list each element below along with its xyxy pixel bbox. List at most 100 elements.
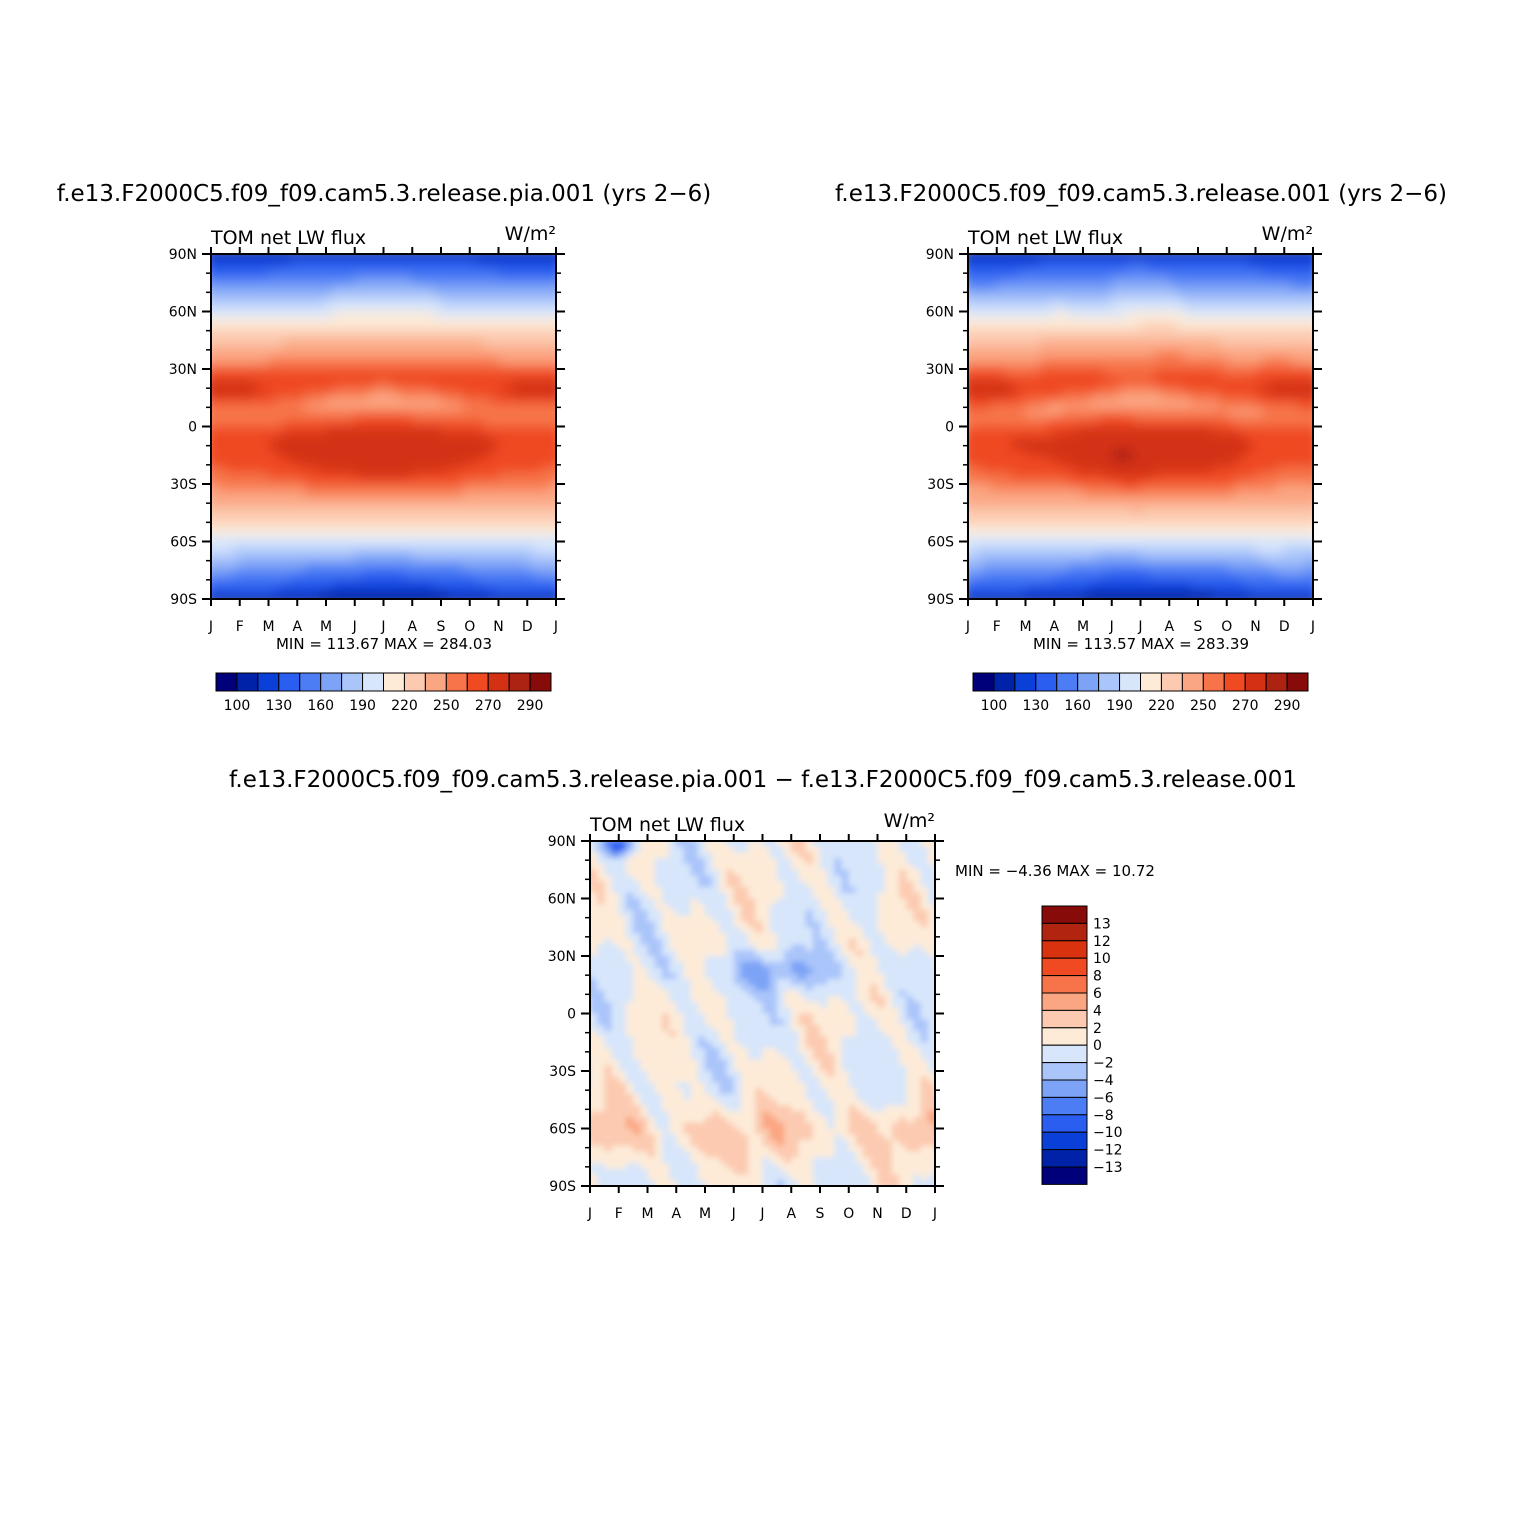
field-cell — [462, 265, 471, 273]
field-cell — [397, 259, 406, 267]
field-cell — [275, 311, 284, 319]
field-cell — [975, 558, 984, 566]
field-cell — [1075, 432, 1084, 439]
field-cell — [1003, 351, 1012, 359]
field-cell — [1104, 455, 1113, 462]
field-cell — [1090, 541, 1099, 549]
field-cell — [484, 277, 493, 284]
field-cell — [326, 282, 334, 290]
field-cell — [975, 535, 984, 543]
field-cell — [448, 570, 457, 577]
field-cell — [1025, 259, 1034, 267]
field-cell — [441, 587, 449, 595]
field-cell — [989, 403, 998, 411]
field-cell — [527, 415, 536, 422]
field-cell — [1154, 489, 1163, 497]
field-cell — [232, 553, 241, 560]
field-cell — [433, 311, 442, 319]
field-cell — [433, 317, 442, 324]
field-cell — [390, 576, 399, 583]
field-cell — [484, 415, 493, 422]
field-cell — [383, 397, 392, 405]
field-cell — [376, 564, 385, 572]
field-cell — [211, 495, 219, 503]
field-cell — [340, 340, 349, 347]
field-cell — [297, 484, 306, 491]
field-cell — [383, 478, 392, 485]
field-cell — [239, 415, 248, 422]
field-cell — [527, 380, 536, 388]
field-cell — [232, 409, 241, 416]
field-cell — [405, 587, 414, 595]
field-cell — [1003, 507, 1012, 514]
field-cell — [1133, 443, 1142, 451]
field-cell — [419, 512, 428, 520]
field-cell — [304, 357, 313, 365]
field-cell — [996, 328, 1005, 336]
field-cell — [268, 535, 277, 543]
field-cell — [412, 558, 421, 566]
field-cell — [361, 392, 370, 399]
field-cell — [1039, 409, 1048, 416]
field-cell — [1054, 484, 1063, 491]
field-cell — [225, 415, 234, 422]
field-cell — [347, 403, 356, 411]
field-cell — [1162, 466, 1171, 474]
field-cell — [548, 593, 556, 599]
field-cell — [455, 277, 464, 284]
field-cell — [426, 317, 435, 324]
field-cell — [1061, 254, 1070, 261]
field-cell — [239, 277, 248, 284]
field-cell — [484, 581, 493, 589]
field-cell — [275, 438, 284, 445]
field-cell — [1018, 570, 1027, 577]
field-cell — [326, 374, 334, 382]
field-cell — [239, 305, 248, 313]
field-cell — [1154, 518, 1163, 526]
field-cell — [354, 300, 363, 307]
field-cell — [261, 432, 270, 439]
field-cell — [1018, 547, 1027, 554]
field-cell — [968, 259, 976, 267]
field-cell — [419, 334, 428, 342]
field-cell — [340, 300, 349, 307]
field-cell — [1068, 484, 1077, 491]
field-cell — [239, 369, 248, 376]
field-cell — [211, 455, 219, 462]
field-cell — [1025, 300, 1034, 307]
field-cell — [225, 535, 234, 543]
field-cell — [275, 369, 284, 376]
field-cell — [448, 478, 457, 485]
field-cell — [397, 328, 406, 336]
field-cell — [304, 530, 313, 537]
field-cell — [484, 443, 493, 451]
field-cell — [476, 328, 485, 336]
field-cell — [455, 535, 464, 543]
field-cell — [1003, 558, 1012, 566]
field-cell — [376, 426, 385, 434]
field-cell — [1118, 265, 1127, 273]
field-cell — [232, 403, 241, 411]
field-cell — [1111, 443, 1120, 451]
field-cell — [254, 294, 263, 301]
field-cell — [1162, 392, 1171, 399]
field-cell — [1032, 323, 1041, 330]
field-cell — [534, 455, 543, 462]
field-cell — [304, 461, 313, 468]
field-cell — [419, 576, 428, 583]
field-cell — [491, 357, 500, 365]
field-cell — [412, 254, 421, 261]
field-cell — [340, 357, 349, 365]
field-cell — [232, 564, 241, 572]
field-cell — [211, 311, 219, 319]
field-cell — [556, 490, 564, 497]
field-cell — [1047, 403, 1056, 411]
field-cell — [448, 392, 457, 399]
field-cell — [1039, 259, 1048, 267]
field-cell — [1104, 576, 1113, 583]
field-cell — [1061, 581, 1070, 589]
field-cell — [975, 512, 984, 520]
field-cell — [448, 357, 457, 365]
field-cell — [441, 449, 449, 457]
field-cell — [505, 443, 514, 451]
